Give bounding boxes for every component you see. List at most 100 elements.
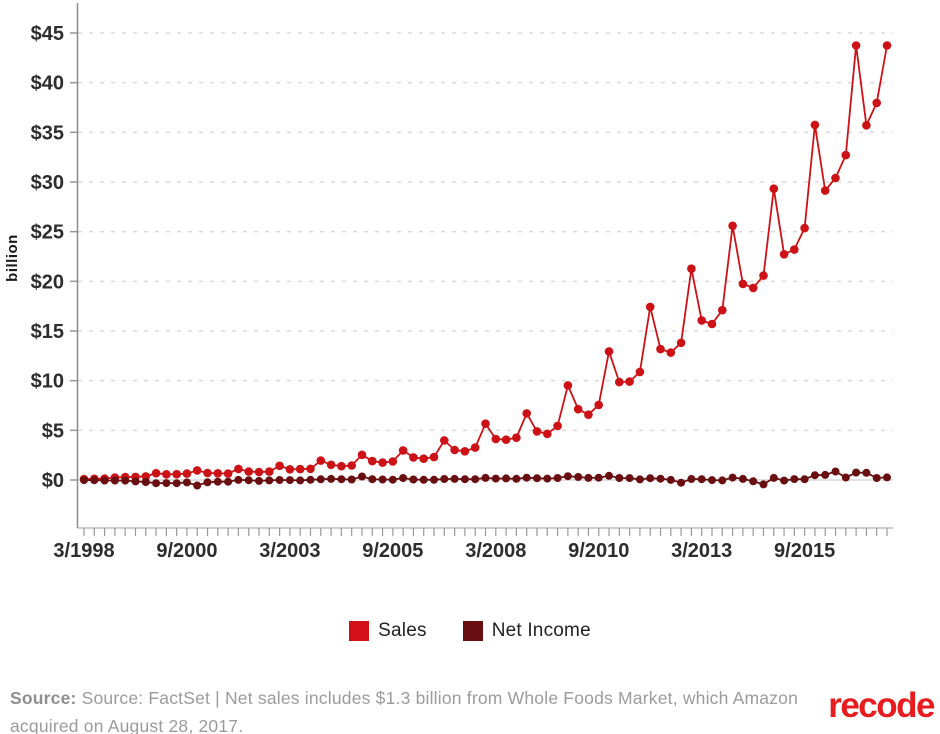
sales-point — [759, 271, 768, 280]
net-income-point — [574, 473, 583, 481]
sales-point — [172, 469, 181, 479]
x-tick-label: 9/2010 — [568, 540, 629, 562]
sales-point — [522, 409, 531, 418]
sales-point — [450, 445, 459, 455]
sales-point — [872, 98, 881, 108]
sales-point — [254, 467, 264, 477]
sales-point — [223, 469, 233, 478]
sales-point — [882, 41, 892, 50]
sales-point — [594, 400, 603, 410]
source-prefix: Source: — [10, 688, 77, 708]
sales-point — [203, 468, 212, 478]
net-income-point — [759, 480, 768, 489]
net-income-point — [337, 475, 346, 484]
sales-point — [460, 447, 470, 456]
sales-point — [151, 468, 161, 478]
sales-point — [470, 443, 480, 452]
sales-point — [615, 377, 624, 387]
net-income-point — [718, 476, 727, 485]
net-income-point — [738, 474, 747, 483]
sales-point — [182, 469, 192, 478]
net-income-point — [625, 474, 634, 483]
sales-point — [532, 427, 542, 436]
net-income-point — [285, 476, 294, 485]
y-tick-label: $30 — [31, 172, 64, 194]
net-income-point — [749, 477, 758, 486]
net-income-point — [769, 473, 778, 482]
net-income-point — [172, 479, 181, 488]
net-income-point — [100, 476, 109, 485]
sales-point — [666, 348, 676, 357]
sales-point — [440, 436, 449, 445]
net-income-point — [553, 474, 562, 482]
net-income-point — [512, 474, 521, 483]
chart-footer: Source: Source: FactSet | Net sales incl… — [10, 684, 936, 734]
sales-point — [790, 245, 799, 254]
sales-point — [687, 264, 696, 274]
net-income-point — [491, 474, 500, 483]
sales-legend-label: Sales — [378, 620, 427, 641]
net-income-point — [460, 475, 469, 484]
net-income-point — [306, 475, 315, 484]
sales-point — [635, 367, 645, 377]
sales-point — [265, 467, 274, 476]
x-tick-label: 9/2005 — [362, 540, 423, 562]
net-income-point — [872, 474, 881, 482]
source-body: Source: FactSet | Net sales includes $1.… — [10, 688, 799, 734]
net-income-point — [110, 476, 119, 485]
sales-point — [316, 456, 326, 465]
sales-point — [491, 434, 501, 444]
sales-point — [831, 173, 840, 183]
sales-point — [676, 338, 686, 348]
net-income-point — [131, 477, 140, 486]
net-income-point — [666, 475, 675, 484]
net-income-point — [275, 476, 284, 484]
net-income-point — [584, 473, 593, 482]
net-income-point — [316, 475, 325, 484]
net-income-point — [203, 478, 212, 487]
net-income-point — [615, 474, 624, 482]
sales-point — [738, 279, 748, 289]
x-tick-label: 3/2008 — [465, 540, 526, 562]
sales-point — [162, 470, 171, 479]
net-income-point — [502, 474, 511, 483]
net-income-point — [162, 479, 171, 488]
y-axis-title: billion — [4, 234, 21, 282]
x-tick-label: 3/2003 — [259, 540, 320, 562]
net-income-point — [430, 475, 438, 484]
y-tick-label: $25 — [31, 222, 64, 244]
net-income-point — [213, 477, 222, 486]
sales-point — [213, 469, 223, 478]
y-tick-label: $45 — [31, 23, 64, 45]
sales-point — [573, 404, 583, 414]
sales-point — [285, 465, 295, 474]
sales-line — [83, 45, 888, 480]
net-income-legend-label: Net Income — [491, 620, 591, 641]
net-income-point — [687, 475, 696, 483]
net-income-point — [677, 478, 686, 487]
net-income-point — [563, 472, 572, 481]
y-tick-label: $10 — [31, 371, 64, 393]
net-income-point — [533, 474, 541, 483]
net-income-point — [543, 474, 552, 483]
net-income-point — [296, 476, 305, 485]
sales-point — [563, 381, 573, 390]
net-income-point — [419, 475, 428, 484]
sales-point — [378, 458, 387, 467]
sales-point — [645, 302, 655, 312]
net-income-point — [193, 481, 202, 490]
net-income-point — [244, 476, 253, 485]
sales-point — [820, 186, 830, 195]
net-income-point — [522, 473, 531, 482]
sales-point — [419, 454, 429, 464]
sales-point — [841, 150, 851, 160]
sales-point — [728, 221, 737, 231]
sales-point — [512, 433, 521, 443]
sales-point — [306, 464, 315, 474]
y-tick-label: $40 — [31, 73, 64, 95]
sales-point — [584, 410, 593, 420]
net-income-point — [862, 468, 871, 477]
net-income-point — [440, 475, 449, 483]
net-income-point — [224, 477, 233, 486]
